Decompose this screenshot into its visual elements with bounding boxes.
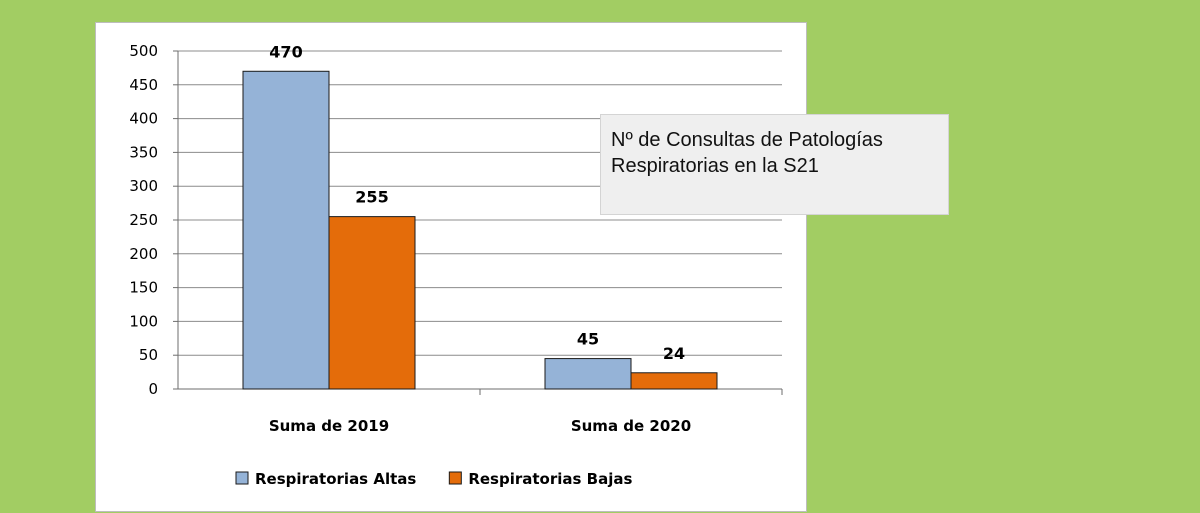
data-label: 255 xyxy=(355,188,388,207)
y-tick-label: 350 xyxy=(129,143,158,161)
axes: 0 50 100 150 200 250 300 350 400 450 500 Suma de 20… xyxy=(129,42,783,435)
data-label: 45 xyxy=(577,330,599,349)
legend-swatch xyxy=(235,471,249,485)
bar xyxy=(328,216,416,390)
y-tick-label: 200 xyxy=(129,245,158,263)
legend-label: Respiratorias Bajas xyxy=(468,470,632,488)
y-tick-label: 150 xyxy=(129,279,158,297)
data-labels: 470 255 45 24 xyxy=(269,42,685,362)
bar xyxy=(242,70,330,390)
bar-chart: 0 50 100 150 200 250 300 350 400 450 500 Suma de 20… xyxy=(129,42,783,488)
y-tick-label: 500 xyxy=(129,42,158,60)
y-tick-label: 0 xyxy=(148,380,158,398)
bars xyxy=(242,70,718,390)
chart-title-line-1: Nº de Consultas de Patologías xyxy=(611,129,883,151)
data-label: 470 xyxy=(269,42,302,61)
legend-swatch xyxy=(448,471,462,485)
y-tick-label: 50 xyxy=(139,346,158,364)
y-tick-label: 400 xyxy=(129,110,158,128)
bar xyxy=(544,358,632,390)
y-tick-label: 250 xyxy=(129,211,158,229)
data-label: 24 xyxy=(663,344,685,363)
chart-panel: 0 50 100 150 200 250 300 350 400 450 500 Suma de 20… xyxy=(95,22,807,512)
x-category-label: Suma de 2020 xyxy=(571,417,691,435)
y-tick-label: 450 xyxy=(129,76,158,94)
legend-label: Respiratorias Altas xyxy=(255,470,416,488)
x-category-label: Suma de 2019 xyxy=(269,417,389,435)
y-tick-label: 300 xyxy=(129,177,158,195)
y-tick-label: 100 xyxy=(129,312,158,330)
bar xyxy=(630,372,718,390)
chart-title-box: Nº de Consultas de Patologías Respirator… xyxy=(600,114,949,215)
chart-title-line-2: Respiratorias en la S21 xyxy=(611,155,819,177)
legend: Respiratorias Altas Respiratorias Bajas xyxy=(235,470,632,488)
